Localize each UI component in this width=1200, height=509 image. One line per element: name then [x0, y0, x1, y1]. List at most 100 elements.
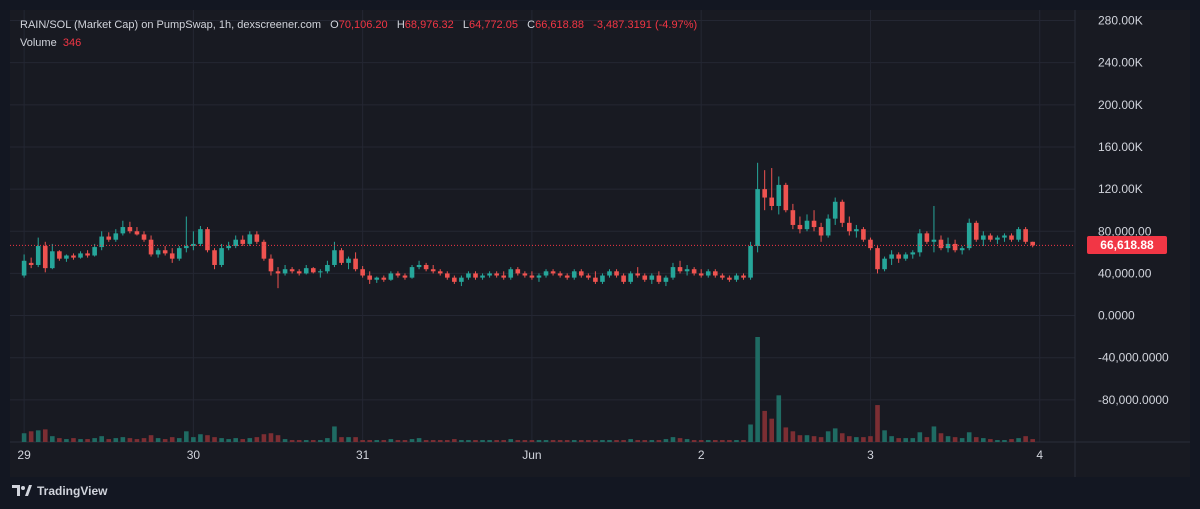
candle-body: [543, 271, 549, 276]
candle-body: [825, 218, 831, 236]
candle-body: [797, 224, 803, 230]
candle-body: [198, 229, 203, 244]
candle-body: [444, 273, 450, 278]
volume-bar: [430, 440, 436, 442]
candle-body: [931, 239, 937, 242]
candle-body: [861, 229, 866, 240]
volume-bar: [212, 437, 217, 442]
candle-body: [762, 189, 767, 198]
volume-bar: [254, 437, 260, 442]
volume-bar: [748, 424, 753, 442]
volume-bar: [600, 440, 605, 442]
candle-body: [289, 269, 295, 272]
candle-body: [748, 246, 753, 278]
candle-body: [134, 231, 140, 235]
y-tick-label: -40,000.0000: [1098, 351, 1169, 365]
low-key: L: [462, 19, 470, 31]
candle-body: [205, 229, 210, 251]
volume-bar: [360, 440, 365, 442]
volume-bar: [988, 439, 993, 442]
y-tick-label: 200.00K: [1098, 98, 1143, 112]
volume-bar: [628, 439, 633, 442]
candle-body: [712, 271, 718, 276]
volume-bar: [296, 440, 302, 442]
y-tick-label: 160.00K: [1098, 140, 1143, 154]
volume-bar: [847, 436, 852, 442]
volume-bar: [571, 440, 577, 442]
volume-bar: [21, 433, 27, 442]
candlestick-chart[interactable]: 280.00K 240.00K 200.00K 160.00K 120.00K 80,00…: [10, 10, 1190, 477]
candle-body: [120, 227, 126, 234]
candle-body: [437, 271, 443, 274]
candle-body: [656, 275, 662, 282]
volume-bar: [134, 439, 140, 442]
volume-bar: [818, 437, 824, 442]
candle-body: [106, 236, 112, 240]
candle-body: [988, 235, 993, 240]
candle-body: [586, 275, 591, 278]
volume-bar: [804, 435, 810, 442]
volume-bar: [148, 435, 154, 442]
volume-bar: [184, 431, 189, 442]
volume-bar: [120, 437, 126, 442]
volume-bar: [1030, 439, 1035, 442]
volume-bar: [466, 440, 471, 442]
volume-bar: [437, 440, 443, 442]
candle-body: [557, 273, 563, 276]
candle-body: [310, 268, 316, 273]
volume-bar: [99, 436, 104, 442]
y-tick-label: 280.00K: [1098, 14, 1143, 28]
volume-bar: [1023, 436, 1028, 442]
chart-panel[interactable]: 280.00K 240.00K 200.00K 160.00K 120.00K 80,00…: [10, 10, 1190, 477]
candle-body: [459, 277, 464, 282]
volume-bar: [515, 440, 521, 442]
volume-bar: [416, 438, 422, 442]
candle-body: [57, 251, 62, 259]
volume-bar: [903, 438, 909, 442]
volume-bar: [656, 440, 662, 442]
candle-body: [945, 243, 951, 249]
volume-bar: [71, 438, 76, 442]
candle-body: [42, 246, 48, 269]
candle-body: [755, 189, 760, 247]
candle-body: [21, 260, 27, 276]
open-key: O: [330, 19, 339, 31]
volume-bar: [50, 436, 55, 442]
candle-body: [649, 275, 655, 280]
volume-bar: [162, 439, 168, 442]
candle-body: [50, 251, 55, 269]
volume-bar: [924, 437, 930, 442]
candle-body: [698, 273, 704, 276]
volume-bar: [720, 440, 725, 442]
candle-body: [776, 184, 782, 206]
volume-bar: [931, 426, 937, 442]
volume-bar: [444, 440, 450, 442]
tradingview-logo-icon: [12, 485, 32, 496]
last-price-label: 66,618.88: [1087, 236, 1167, 255]
volume-bar: [882, 430, 887, 442]
open-value: 70,106.20: [338, 19, 388, 31]
candle-body: [169, 253, 175, 259]
tradingview-logo[interactable]: TradingView: [12, 484, 107, 498]
volume-bar: [839, 433, 845, 442]
candle-body: [832, 201, 838, 219]
candle-body: [346, 258, 351, 263]
candle-body: [981, 235, 986, 240]
candle-body: [1030, 241, 1035, 246]
volume-bar: [42, 429, 48, 442]
candle-body: [487, 273, 492, 276]
volume-bar: [755, 337, 760, 442]
candle-body: [184, 246, 189, 249]
y-tick-label: 40,000.00: [1098, 266, 1152, 280]
candle-body: [705, 271, 711, 276]
candle-body: [85, 253, 90, 256]
volume-bar: [176, 438, 182, 442]
candle-body: [522, 273, 528, 276]
volume-bar: [303, 440, 309, 442]
candle-body: [480, 275, 485, 278]
close-value: 66,618.88: [535, 19, 585, 31]
candle-body: [924, 233, 930, 242]
candle-body: [395, 273, 401, 276]
candle-body: [684, 269, 690, 272]
candle-body: [219, 248, 224, 265]
